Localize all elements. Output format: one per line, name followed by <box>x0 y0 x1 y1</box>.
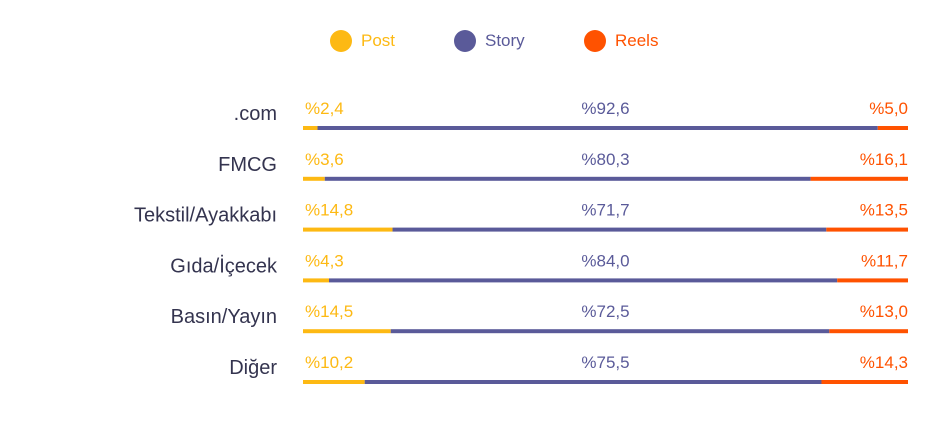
category-label: Basın/Yayın <box>171 306 277 328</box>
bar-segment-post <box>303 176 325 181</box>
value-label-post: %14,5 <box>305 302 353 321</box>
category-label: Tekstil/Ayakkabı <box>134 205 277 227</box>
value-label-reels: %14,3 <box>860 353 908 372</box>
legend-marker-story <box>454 30 476 52</box>
legend-item-story: Story <box>454 28 525 54</box>
legend-label-reels: Reels <box>615 31 659 50</box>
bar-segment-reels <box>837 278 908 283</box>
value-label-post: %14,8 <box>305 201 353 220</box>
value-label-reels: %11,7 <box>861 251 908 270</box>
legend-item-post: Post <box>330 28 395 54</box>
legend-item-reels: Reels <box>584 28 658 54</box>
bar-segment-story <box>324 176 811 181</box>
bar-segment-story <box>329 278 838 283</box>
value-label-post: %4,3 <box>305 251 344 270</box>
category-label: Diğer <box>229 357 277 379</box>
bar-segment-reels <box>810 176 908 181</box>
bar-segment-post <box>303 126 318 130</box>
legend-marker-reels <box>584 30 606 52</box>
value-label-story: %80,3 <box>581 150 629 169</box>
category-label: Gıda/İçecek <box>170 254 278 277</box>
value-label-story: %75,5 <box>581 353 629 372</box>
value-label-post: %2,4 <box>305 99 344 118</box>
value-label-story: %92,6 <box>581 99 629 118</box>
bar-segment-story <box>390 329 830 334</box>
category-label: FMCG <box>218 154 277 176</box>
bar-segment-post <box>303 227 393 232</box>
legend-marker-post <box>330 30 352 52</box>
value-label-reels: %13,5 <box>860 201 908 220</box>
legend-label-story: Story <box>485 31 525 50</box>
value-label-reels: %16,1 <box>860 150 908 169</box>
bar-segment-story <box>364 380 822 384</box>
value-label-post: %3,6 <box>305 150 344 169</box>
value-label-story: %72,5 <box>581 302 629 321</box>
value-label-reels: %5,0 <box>869 99 908 118</box>
bar-segment-reels <box>877 126 908 130</box>
category-label: .com <box>234 103 277 125</box>
bar-segment-post <box>303 380 365 384</box>
legend-label-post: Post <box>361 31 396 50</box>
bar-segment-reels <box>829 329 908 334</box>
value-label-reels: %13,0 <box>860 302 908 321</box>
value-label-story: %84,0 <box>581 251 629 270</box>
bar-segment-reels <box>821 380 908 384</box>
bar-segment-story <box>392 227 827 232</box>
value-label-story: %71,7 <box>581 201 629 220</box>
bar-segment-post <box>303 278 330 283</box>
bar-segment-post <box>303 329 391 334</box>
value-label-post: %10,2 <box>305 353 353 372</box>
bar-segment-story <box>317 126 878 130</box>
bar-segment-reels <box>826 227 908 232</box>
chart-legend: Post Story Reels <box>0 28 945 54</box>
